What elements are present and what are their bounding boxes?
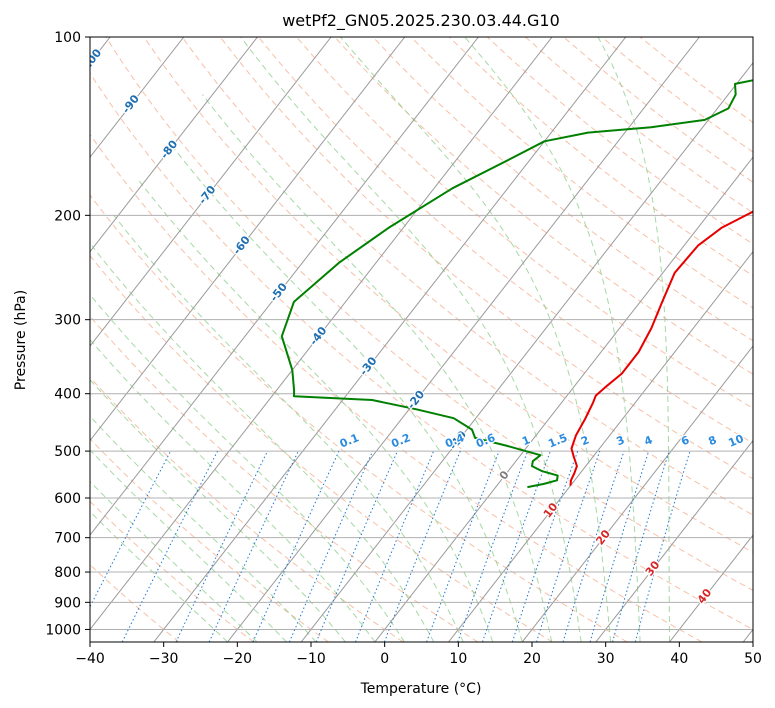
y-tick-label: 400 [54,387,81,403]
x-tick-label: 0 [380,651,389,667]
mixing-ratio-line [457,450,529,642]
isotherm [448,250,753,642]
y-tick-label: 300 [54,313,81,329]
isotherm [227,37,700,642]
y-tick-label: 1000 [45,622,81,638]
mixing-ratio-line [536,450,601,642]
mixing-ratio-line [252,450,340,642]
y-tick-label: 600 [54,491,81,507]
moist-adiabat [202,94,553,642]
dry-adiabat [90,438,329,642]
moist-adiabat [90,415,317,642]
isobars [90,37,753,630]
isotherm [669,534,753,642]
x-tick-label: −30 [149,651,179,667]
isotherm [90,37,406,442]
x-tick-label: 30 [597,651,615,667]
mixing-ratio-line [562,450,625,642]
isotherm [90,37,479,536]
mixing-ratio-lines [90,450,691,642]
mixing-ratio-line [121,450,218,642]
isotherm [300,61,753,642]
x-tick-label: 40 [670,651,688,667]
mixing-ratio-line [634,450,691,642]
moist-adiabat [90,510,228,642]
dry-adiabat [181,37,753,516]
moist-adiabat [240,37,582,642]
y-tick-label: 500 [54,444,81,460]
moist-adiabat [340,37,612,642]
dry-adiabat [90,564,180,642]
x-tick-label: 10 [449,651,467,667]
isotherm [90,37,258,253]
mixing-ratio-line [383,450,461,642]
x-tick-label: 50 [744,651,762,667]
moist-adiabat [90,293,405,642]
moist-adiabat [597,37,670,642]
y-tick-label: 900 [54,595,81,611]
moist-adiabat [464,37,641,642]
mixing-ratio-line [589,450,650,642]
moist-adiabat [90,480,258,642]
dry-adiabat [90,133,703,642]
isotherm [595,439,753,642]
isotherm [374,156,753,642]
moist-adiabat [90,379,346,642]
y-axis-title: Pressure (hPa) [13,290,29,390]
axes: −40 −30 −20 −10 0 10 20 30 40 50 1000 900 800 700 600 5… [45,30,762,667]
mixing-ratio-line [288,450,374,642]
isotherm [90,37,185,159]
isotherm [90,37,553,631]
dry-adiabat [90,254,553,642]
y-tick-label: 200 [54,208,81,224]
dry-adiabat [410,37,753,309]
x-tick-label: −40 [75,651,105,667]
dry-adiabat [258,37,753,444]
dewpoint-profile [280,79,753,489]
isotherm [90,37,332,347]
moist-adiabats [90,37,670,642]
chart-title: wetPf2_GN05.2025.230.03.44.G10 [282,11,560,31]
dry-adiabat [372,37,753,342]
dry-adiabat [90,72,753,630]
mixing-ratio-line [355,450,435,642]
mixing-ratio-line [511,450,579,642]
y-tick-label: 800 [54,565,81,581]
x-tick-label: −20 [223,651,253,667]
isotherms [90,37,753,642]
isotherm [521,345,753,642]
mixing-ratio-line [426,450,500,642]
x-axis-title: Temperature (°C) [360,681,482,697]
moist-adiabat [91,245,435,642]
x-tick-label: 20 [523,651,541,667]
dry-adiabat [90,315,479,642]
mixing-ratio-line [482,450,551,642]
mixing-ratio-line [612,450,670,642]
dry-adiabat [219,37,753,480]
temperature-profile [569,210,753,486]
moist-adiabat [90,449,287,642]
x-tick-label: −10 [296,651,326,667]
dry-adiabat [90,194,628,642]
dry-adiabat [105,37,753,591]
y-tick-label: 100 [54,30,81,46]
sounding-profiles [280,79,753,489]
y-tick-label: 700 [54,531,81,547]
mixing-ratio-line [315,450,398,642]
plot-frame [89,36,754,643]
moist-adiabat [113,214,464,642]
isotherm [153,37,627,642]
